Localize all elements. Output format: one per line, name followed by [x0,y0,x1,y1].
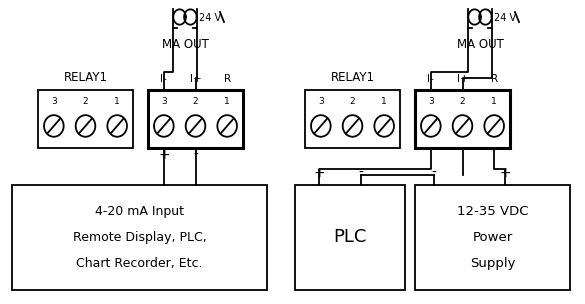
Text: 3: 3 [318,97,324,106]
Text: I+: I+ [457,74,469,84]
Bar [415,185,570,290]
Text: -: - [193,148,198,162]
Text: Remote Display, PLC,: Remote Display, PLC, [73,231,207,244]
Text: 1: 1 [491,97,497,106]
Ellipse shape [484,115,504,137]
Ellipse shape [421,115,441,137]
Text: R: R [491,74,498,84]
Ellipse shape [343,115,362,137]
Ellipse shape [311,115,331,137]
Text: 2: 2 [192,97,198,106]
Text: 1: 1 [224,97,230,106]
Text: PLC: PLC [333,229,367,247]
Ellipse shape [453,115,472,137]
Text: +: + [314,166,325,180]
Text: Chart Recorder, Etc.: Chart Recorder, Etc. [76,257,203,270]
Bar [415,90,510,148]
Text: I-: I- [428,74,434,84]
Text: 12-35 VDC: 12-35 VDC [457,205,528,218]
Text: 2: 2 [82,97,88,106]
Text: 24 V: 24 V [494,13,516,23]
Text: Power: Power [472,231,512,244]
Text: MA OUT: MA OUT [456,38,504,51]
Ellipse shape [218,115,237,137]
Text: 3: 3 [428,97,433,106]
Ellipse shape [108,115,127,137]
Text: 2: 2 [350,97,355,106]
Ellipse shape [44,115,64,137]
Text: 4-20 mA Input: 4-20 mA Input [95,205,184,218]
Text: RELAY1: RELAY1 [331,71,374,84]
Bar [305,90,400,148]
Text: Supply: Supply [470,257,515,270]
Bar [148,90,243,148]
Text: R: R [223,74,230,84]
Text: +: + [499,166,511,180]
Text: 3: 3 [51,97,57,106]
Ellipse shape [75,115,95,137]
Text: MA OUT: MA OUT [161,38,208,51]
Text: I-: I- [160,74,167,84]
Text: 3: 3 [161,97,167,106]
Text: 1: 1 [114,97,120,106]
Text: -: - [359,166,363,180]
Text: -: - [431,166,436,180]
Ellipse shape [374,115,394,137]
Bar [12,185,267,290]
Text: 2: 2 [460,97,465,106]
Text: RELAY1: RELAY1 [64,71,108,84]
Text: 24 V: 24 V [199,13,221,23]
Bar [38,90,133,148]
Ellipse shape [154,115,174,137]
Text: +: + [158,148,170,162]
Text: 1: 1 [381,97,387,106]
Text: I+: I+ [190,74,201,84]
Bar [295,185,405,290]
Ellipse shape [185,115,205,137]
